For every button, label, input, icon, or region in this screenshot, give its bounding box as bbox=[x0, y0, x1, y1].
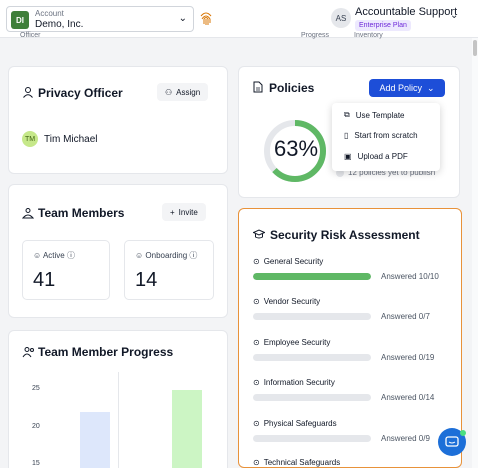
risk-assessment-title: Security Risk Assessment bbox=[270, 228, 420, 242]
chevron-down-icon: ⌄ bbox=[178, 13, 187, 24]
risk-item-name: Vendor Security bbox=[263, 297, 321, 306]
pending-text: 12 policies yet to publish bbox=[348, 168, 436, 177]
risk-assessment-card bbox=[238, 208, 462, 468]
menu-label: Use Template bbox=[355, 110, 405, 120]
progress-bar bbox=[253, 394, 371, 401]
chart-bar bbox=[80, 412, 110, 468]
graduation-cap-icon bbox=[253, 229, 265, 239]
user-plus-icon: ⚇ bbox=[165, 87, 173, 97]
privacy-officer-title: Privacy Officer bbox=[38, 86, 123, 100]
answered-count: Answered 0/19 bbox=[381, 353, 435, 362]
add-policy-menu: ⧉ Use Template ▯ Start from scratch ▣ Up… bbox=[332, 103, 440, 171]
chart-gridline bbox=[118, 372, 119, 468]
user-icon bbox=[23, 87, 33, 98]
invite-label: Invite bbox=[178, 207, 198, 217]
answered-count: Answered 0/7 bbox=[381, 312, 430, 321]
active-label: ☺ Active ⓘ bbox=[33, 251, 75, 260]
pdf-icon: ▣ bbox=[344, 152, 352, 161]
check-circle-icon: ⊙ bbox=[253, 458, 260, 467]
info-icon bbox=[336, 168, 344, 177]
add-policy-button[interactable]: Add Policy ⌄ bbox=[369, 79, 445, 97]
team-progress-title: Team Member Progress bbox=[38, 345, 174, 359]
assign-button[interactable]: ⚇ Assign bbox=[157, 83, 209, 101]
answered-count: Answered 10/10 bbox=[381, 272, 439, 281]
users-icon bbox=[22, 347, 34, 358]
top-header: DI Account Demo, Inc. ⌄ AS Accountable S… bbox=[0, 0, 478, 38]
chevron-down-icon[interactable]: ⌄ bbox=[450, 10, 459, 21]
team-icon bbox=[22, 208, 34, 219]
officer-avatar: TM bbox=[22, 131, 38, 147]
onboarding-label: ☺ Onboarding ⓘ bbox=[135, 251, 198, 260]
axis-tick: 20 bbox=[32, 423, 40, 430]
online-indicator bbox=[460, 430, 466, 436]
progress-bar bbox=[253, 273, 371, 280]
policies-progress-ring bbox=[264, 120, 326, 182]
subtab-officer[interactable]: Officer bbox=[20, 32, 41, 39]
account-label: Account bbox=[35, 9, 64, 18]
menu-label: Start from scratch bbox=[354, 131, 418, 140]
chat-icon bbox=[445, 436, 459, 447]
user-avatar[interactable]: AS bbox=[331, 8, 351, 28]
account-name: Demo, Inc. bbox=[35, 19, 84, 30]
progress-bar bbox=[253, 313, 371, 320]
document-icon bbox=[253, 81, 263, 93]
risk-item-name: Physical Safeguards bbox=[263, 419, 337, 428]
chevron-down-icon: ⌄ bbox=[426, 82, 435, 93]
plus-icon: + bbox=[170, 207, 175, 217]
risk-item-information[interactable]: ⊙ Information Security Answered 0/14 bbox=[253, 378, 443, 402]
answered-count: Answered 0/9 bbox=[381, 434, 430, 443]
risk-item-employee[interactable]: ⊙ Employee Security Answered 0/19 bbox=[253, 338, 443, 362]
progress-fill bbox=[253, 273, 371, 280]
chart-bar bbox=[172, 390, 202, 468]
account-switcher[interactable]: DI Account Demo, Inc. ⌄ bbox=[6, 6, 194, 32]
axis-tick: 25 bbox=[32, 385, 40, 392]
assign-label: Assign bbox=[176, 87, 201, 97]
subtab-inventory[interactable]: Inventory bbox=[354, 32, 383, 39]
progress-bar bbox=[253, 435, 371, 442]
add-policy-label: Add Policy bbox=[379, 83, 422, 93]
file-icon: ▯ bbox=[344, 131, 349, 140]
progress-bar bbox=[253, 354, 371, 361]
axis-tick: 15 bbox=[32, 460, 40, 467]
policies-progress-fill bbox=[264, 120, 326, 182]
subtab-progress[interactable]: Progress bbox=[301, 32, 330, 39]
user-name[interactable]: Accountable Support bbox=[355, 6, 458, 18]
policies-title: Policies bbox=[269, 81, 315, 95]
account-avatar: DI bbox=[11, 11, 29, 29]
answered-count: Answered 0/14 bbox=[381, 393, 435, 402]
onboarding-stat[interactable]: ☺ Onboarding ⓘ 14 bbox=[124, 240, 214, 300]
risk-item-physical[interactable]: ⊙ Physical Safeguards Answered 0/9 bbox=[253, 419, 443, 443]
risk-item-name: Technical Safeguards bbox=[263, 458, 341, 467]
risk-item-vendor[interactable]: ⊙ Vendor Security Answered 0/7 bbox=[253, 297, 443, 321]
onboarding-count: 14 bbox=[135, 269, 158, 291]
team-members-title: Team Members bbox=[38, 206, 125, 220]
check-circle-icon: ⊙ bbox=[253, 419, 260, 428]
active-stat[interactable]: ☺ Active ⓘ 41 bbox=[22, 240, 110, 300]
active-count: 41 bbox=[33, 269, 56, 291]
check-circle-icon: ⊙ bbox=[253, 378, 260, 387]
scrollbar-track[interactable] bbox=[472, 38, 478, 468]
menu-item-start-scratch[interactable]: ▯ Start from scratch bbox=[344, 131, 418, 140]
menu-label: Upload a PDF bbox=[357, 152, 408, 161]
risk-item-name: Information Security bbox=[263, 378, 335, 387]
plan-badge: Enterprise Plan bbox=[355, 20, 411, 31]
fingerprint-icon[interactable] bbox=[199, 10, 213, 26]
check-circle-icon: ⊙ bbox=[253, 297, 260, 306]
menu-item-use-template[interactable]: ⧉ Use Template bbox=[344, 110, 404, 120]
menu-item-upload-pdf[interactable]: ▣ Upload a PDF bbox=[344, 152, 408, 161]
invite-button[interactable]: + Invite bbox=[162, 203, 206, 221]
policies-percent: 63% bbox=[273, 136, 319, 161]
risk-item-technical[interactable]: ⊙ Technical Safeguards bbox=[253, 458, 443, 467]
scrollbar-thumb[interactable] bbox=[473, 40, 477, 56]
pending-policies: 12 policies yet to publish bbox=[336, 168, 435, 177]
officer-name[interactable]: Tim Michael bbox=[44, 134, 98, 145]
check-circle-icon: ⊙ bbox=[253, 257, 260, 266]
risk-item-name: General Security bbox=[263, 257, 324, 266]
copy-icon: ⧉ bbox=[344, 110, 350, 119]
risk-item-name: Employee Security bbox=[263, 338, 331, 347]
check-circle-icon: ⊙ bbox=[253, 338, 260, 347]
risk-item-general[interactable]: ⊙ General Security Answered 10/10 bbox=[253, 257, 443, 281]
